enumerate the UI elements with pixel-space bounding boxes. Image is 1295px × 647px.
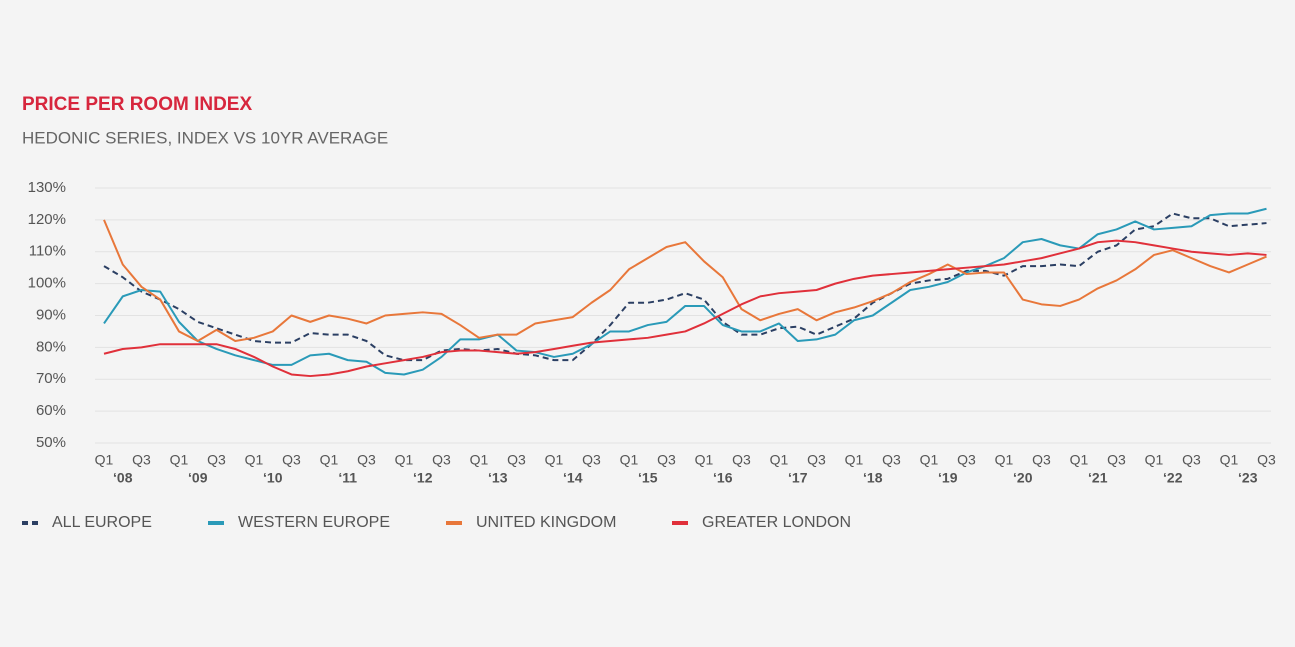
x-group-label: ‘13 (488, 470, 508, 486)
legend-label: WESTERN EUROPE (238, 514, 390, 531)
x-group-label: ‘23 (1238, 470, 1258, 486)
legend-label: ALL EUROPE (52, 514, 152, 531)
x-tick-label: Q1 (920, 452, 939, 468)
y-tick-label: 50% (36, 434, 66, 451)
y-tick-label: 110% (29, 243, 66, 260)
x-tick-label: Q3 (1107, 452, 1126, 468)
x-tick-label: Q1 (170, 452, 189, 468)
legend-label: UNITED KINGDOM (476, 514, 616, 531)
y-tick-label: 90% (36, 306, 66, 323)
x-tick-label: Q1 (695, 452, 714, 468)
series-line (103, 239, 1267, 378)
legend-label: GREATER LONDON (702, 514, 851, 531)
series-line (103, 212, 1267, 362)
x-tick-label: Q1 (320, 452, 339, 468)
y-tick-label: 70% (36, 370, 66, 387)
x-tick-label: Q3 (657, 452, 676, 468)
x-group-label: ‘19 (938, 470, 958, 486)
x-tick-label: Q3 (1257, 452, 1276, 468)
x-group-label: ‘11 (338, 470, 357, 486)
x-tick-label: Q1 (620, 452, 639, 468)
x-tick-label: Q3 (1182, 452, 1201, 468)
x-tick-label: Q3 (732, 452, 751, 468)
x-tick-label: Q3 (882, 452, 901, 468)
series-line (103, 219, 1267, 342)
x-tick-label: Q1 (770, 452, 789, 468)
x-group-label: ‘17 (788, 470, 808, 486)
x-tick-label: Q3 (807, 452, 826, 468)
x-tick-label: Q3 (357, 452, 376, 468)
x-group-label: ‘09 (188, 470, 208, 486)
x-tick-label: Q1 (470, 452, 489, 468)
x-group-label: ‘22 (1163, 470, 1183, 486)
x-tick-label: Q1 (245, 452, 264, 468)
x-tick-label: Q3 (957, 452, 976, 468)
x-tick-label: Q3 (432, 452, 451, 468)
x-tick-label: Q1 (1220, 452, 1239, 468)
y-tick-label: 60% (36, 402, 66, 419)
x-tick-label: Q1 (845, 452, 864, 468)
x-tick-label: Q3 (132, 452, 151, 468)
x-tick-label: Q3 (582, 452, 601, 468)
x-group-label: ‘21 (1088, 470, 1108, 486)
y-tick-label: 120% (28, 211, 66, 228)
y-tick-label: 100% (28, 275, 66, 292)
x-tick-label: Q1 (395, 452, 414, 468)
x-group-label: ‘10 (263, 470, 283, 486)
x-group-label: ‘15 (638, 470, 658, 486)
y-tick-label: 80% (36, 338, 66, 355)
y-tick-label: 130% (28, 179, 66, 196)
x-tick-label: Q1 (95, 452, 114, 468)
x-tick-label: Q1 (545, 452, 564, 468)
x-group-label: ‘14 (563, 470, 583, 486)
x-tick-label: Q3 (507, 452, 526, 468)
x-group-label: ‘16 (713, 470, 733, 486)
series-line (103, 207, 1267, 376)
chart-subtitle: HEDONIC SERIES, INDEX VS 10YR AVERAGE (22, 128, 388, 147)
x-group-label: ‘12 (413, 470, 433, 486)
x-tick-label: Q3 (207, 452, 226, 468)
x-tick-label: Q3 (282, 452, 301, 468)
x-group-label: ‘08 (113, 470, 133, 486)
x-tick-label: Q3 (1032, 452, 1051, 468)
x-tick-label: Q1 (995, 452, 1014, 468)
x-tick-label: Q1 (1070, 452, 1089, 468)
chart-title: PRICE PER ROOM INDEX (22, 94, 252, 115)
x-group-label: ‘18 (863, 470, 883, 486)
x-tick-label: Q1 (1145, 452, 1164, 468)
x-group-label: ‘20 (1013, 470, 1033, 486)
